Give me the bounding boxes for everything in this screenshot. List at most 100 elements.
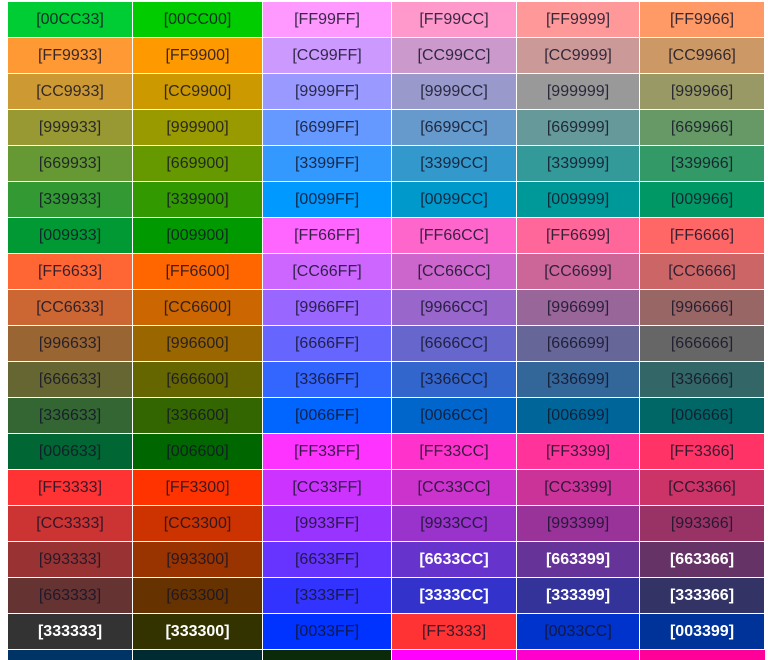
color-cell: [CC99FF]	[263, 38, 392, 74]
color-cell: [0099CC]	[392, 182, 517, 218]
color-cell: [00CC00]	[133, 2, 263, 38]
color-cell: [6699FF]	[263, 110, 392, 146]
color-cell: [336666]	[640, 362, 765, 398]
color-cell: [006666]	[640, 398, 765, 434]
color-cell: [6666FF]	[263, 326, 392, 362]
color-cell: [666699]	[517, 326, 640, 362]
color-cell: [9933CC]	[392, 506, 517, 542]
color-cell: [CC66FF]	[263, 254, 392, 290]
color-cell: [CC99CC]	[392, 38, 517, 74]
color-cell: [FF6600]	[133, 254, 263, 290]
color-cell: [0033CC]	[517, 614, 640, 650]
color-cell: [669966]	[640, 110, 765, 146]
color-cell: [3399CC]	[392, 146, 517, 182]
color-cell: [3366CC]	[392, 362, 517, 398]
color-cell: [CC9999]	[517, 38, 640, 74]
partial-cell	[640, 650, 765, 660]
partial-cell	[517, 650, 639, 660]
color-cell: [009999]	[517, 182, 640, 218]
color-cell: [333366]	[640, 578, 765, 614]
color-cell: [CC3333]	[8, 506, 133, 542]
color-cell: [CC6666]	[640, 254, 765, 290]
color-cell: [FF33FF]	[263, 434, 392, 470]
color-cell: [CC66CC]	[392, 254, 517, 290]
color-cell: [FF66CC]	[392, 218, 517, 254]
color-cell: [0033FF]	[263, 614, 392, 650]
color-cell: [006633]	[8, 434, 133, 470]
color-cell: [9999FF]	[263, 74, 392, 110]
color-cell: [336699]	[517, 362, 640, 398]
color-cell: [FF66FF]	[263, 218, 392, 254]
color-cell: [CC6600]	[133, 290, 263, 326]
color-cell: [CC3300]	[133, 506, 263, 542]
color-cell: [CC9966]	[640, 38, 765, 74]
color-cell: [666633]	[8, 362, 133, 398]
color-cell: [663399]	[517, 542, 640, 578]
color-cell: [FF3399]	[517, 434, 640, 470]
color-cell: [336600]	[133, 398, 263, 434]
color-cell: [FF3300]	[133, 470, 263, 506]
color-cell: [333399]	[517, 578, 640, 614]
color-cell: [339900]	[133, 182, 263, 218]
color-cell: [FF9933]	[8, 38, 133, 74]
color-cell: [9999CC]	[392, 74, 517, 110]
color-cell: [996600]	[133, 326, 263, 362]
color-cell: [FF33CC]	[392, 434, 517, 470]
color-cell: [339933]	[8, 182, 133, 218]
color-cell: [006600]	[133, 434, 263, 470]
color-cell: [CC9933]	[8, 74, 133, 110]
color-cell: [CC33CC]	[392, 470, 517, 506]
partial-cell	[133, 650, 262, 660]
color-cell: [FF99CC]	[392, 2, 517, 38]
color-cell: [FF3366]	[640, 434, 765, 470]
color-cell: [006699]	[517, 398, 640, 434]
color-cell: [CC9900]	[133, 74, 263, 110]
color-cell: [333333]	[8, 614, 133, 650]
color-cell: [669933]	[8, 146, 133, 182]
color-cell: [993399]	[517, 506, 640, 542]
partial-cell	[8, 650, 132, 660]
color-cell: [CC6633]	[8, 290, 133, 326]
color-cell: [9966FF]	[263, 290, 392, 326]
color-cell: [FF3333]	[8, 470, 133, 506]
partial-cell	[263, 650, 391, 660]
color-cell: [CC6699]	[517, 254, 640, 290]
color-cell: [009966]	[640, 182, 765, 218]
color-cell: [6666CC]	[392, 326, 517, 362]
color-cell: [FF9999]	[517, 2, 640, 38]
color-cell: [996666]	[640, 290, 765, 326]
color-cell: [FF6633]	[8, 254, 133, 290]
color-cell: [0099FF]	[263, 182, 392, 218]
color-cell: [999966]	[640, 74, 765, 110]
color-cell: [3333FF]	[263, 578, 392, 614]
color-cell: [999999]	[517, 74, 640, 110]
color-cell: [6633CC]	[392, 542, 517, 578]
color-cell: [999900]	[133, 110, 263, 146]
color-cell: [663366]	[640, 542, 765, 578]
color-cell: [CC3366]	[640, 470, 765, 506]
color-cell: [CC33FF]	[263, 470, 392, 506]
color-cell: [663300]	[133, 578, 263, 614]
color-cell: [6633FF]	[263, 542, 392, 578]
color-cell: [999933]	[8, 110, 133, 146]
color-cell: [FF9900]	[133, 38, 263, 74]
color-cell: [009900]	[133, 218, 263, 254]
color-cell: [6699CC]	[392, 110, 517, 146]
color-cell: [666666]	[640, 326, 765, 362]
color-cell: [3399FF]	[263, 146, 392, 182]
color-cell: [669900]	[133, 146, 263, 182]
color-cell: [666600]	[133, 362, 263, 398]
color-cell: [FF99FF]	[263, 2, 392, 38]
color-cell: [669999]	[517, 110, 640, 146]
color-cell: [FF6666]	[640, 218, 765, 254]
color-cell: [993333]	[8, 542, 133, 578]
color-cell: [003399]	[640, 614, 765, 650]
color-cell: [996633]	[8, 326, 133, 362]
color-cell: [9933FF]	[263, 506, 392, 542]
color-cell: [0066CC]	[392, 398, 517, 434]
color-cell: [333300]	[133, 614, 263, 650]
color-cell: [993366]	[640, 506, 765, 542]
color-cell: [FF6699]	[517, 218, 640, 254]
color-cell: [009933]	[8, 218, 133, 254]
